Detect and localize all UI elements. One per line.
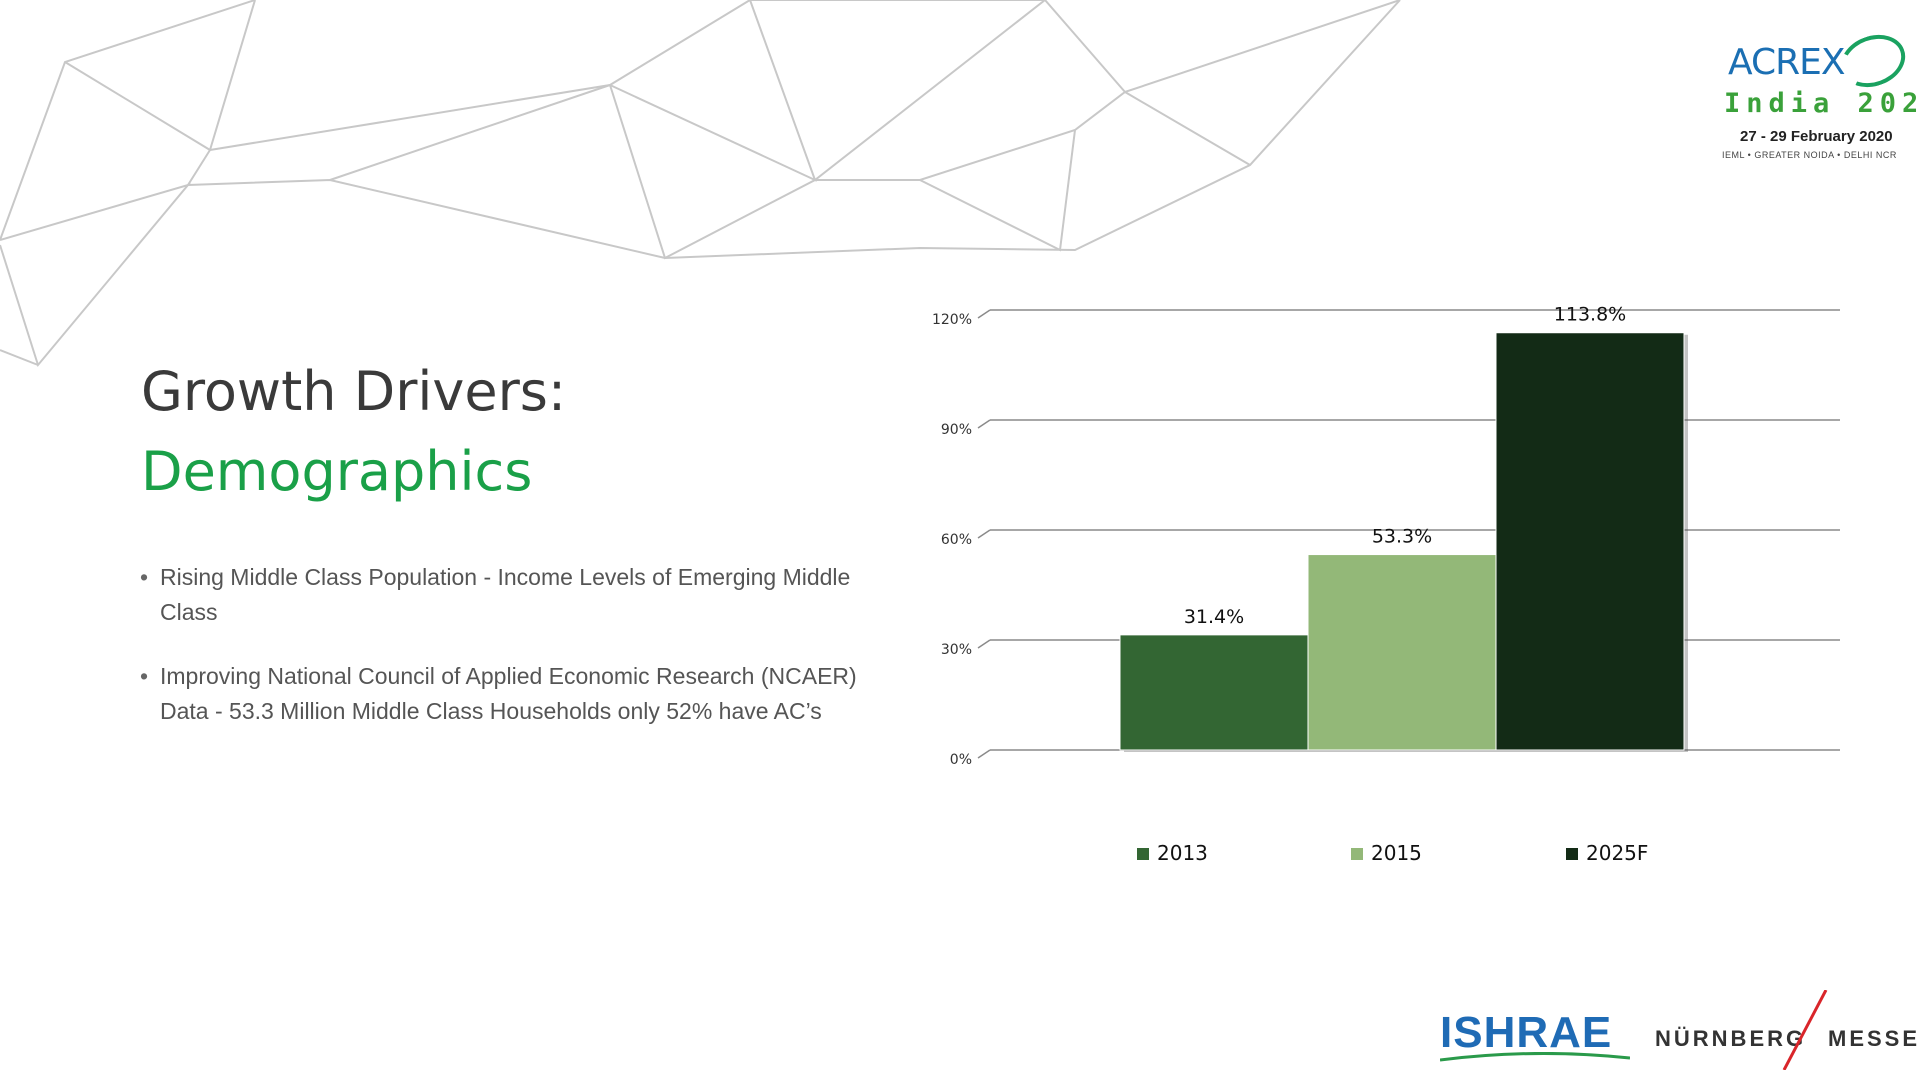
nurnbergmesse-slash-icon <box>1782 990 1828 1070</box>
data-label: 113.8% <box>1554 304 1626 326</box>
bar <box>1119 634 1309 751</box>
acrex-swoosh-icon <box>1833 26 1913 96</box>
bullet-list: Rising Middle Class Population - Income … <box>140 560 860 758</box>
legend-label: 2025F <box>1586 841 1648 865</box>
messe-logo-text: MESSE <box>1828 1026 1920 1051</box>
bullet-item: Rising Middle Class Population - Income … <box>140 560 860 630</box>
gridline-tick <box>977 419 991 429</box>
nurnberg-logo-text: NÜRNBERG <box>1655 1026 1807 1051</box>
bullet-item: Improving National Council of Applied Ec… <box>140 659 860 729</box>
acrex-edition: India 2020 <box>1724 88 1920 119</box>
legend-swatch <box>1137 848 1149 860</box>
data-label: 53.3% <box>1372 526 1432 548</box>
y-tick-label: 90% <box>941 422 972 438</box>
gridline-tick <box>977 749 991 759</box>
legend-swatch <box>1566 848 1578 860</box>
background-polygon-decoration <box>0 0 1401 368</box>
y-tick-label: 120% <box>932 312 972 328</box>
legend-label: 2015 <box>1371 841 1422 865</box>
bar <box>1307 554 1497 751</box>
acrex-logo: ACREX India 2020 27 - 29 February 2020 I… <box>1718 26 1920 166</box>
y-tick-label: 60% <box>941 532 972 548</box>
data-label: 31.4% <box>1184 606 1244 628</box>
gridline-tick <box>977 639 991 649</box>
gridline-tick <box>977 529 991 539</box>
gridline-tick <box>977 309 991 319</box>
bar-chart: 0% 30% 60% 90% 120% 31.4% 53.3% 113.8% 2013 2015 2… <box>932 304 1840 865</box>
legend-label: 2013 <box>1157 841 1208 865</box>
y-tick-label: 0% <box>950 752 972 768</box>
slide-title: Growth Drivers: <box>141 360 567 423</box>
acrex-venue: IEML • GREATER NOIDA • DELHI NCR <box>1722 150 1897 160</box>
ishrae-logo: ISHRAE <box>1440 1008 1613 1057</box>
y-tick-label: 30% <box>941 642 972 658</box>
acrex-dates: 27 - 29 February 2020 <box>1740 128 1893 145</box>
ishrae-swoosh-icon <box>1440 1052 1630 1062</box>
bar <box>1495 332 1685 751</box>
legend-swatch <box>1351 848 1363 860</box>
slide-subtitle: Demographics <box>141 440 533 503</box>
acrex-wordmark: ACREX <box>1728 42 1846 83</box>
